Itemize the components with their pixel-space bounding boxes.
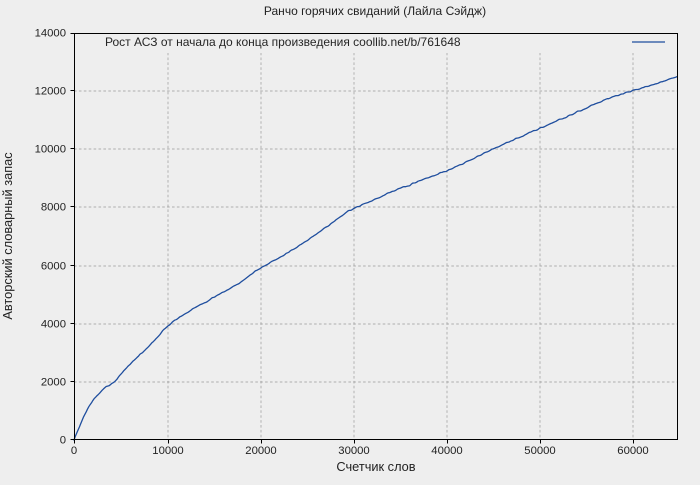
svg-text:4000: 4000 [41,319,66,331]
svg-text:30000: 30000 [338,445,369,457]
svg-text:20000: 20000 [245,445,276,457]
svg-text:14000: 14000 [35,28,66,40]
svg-text:Ранчо горячих свиданий (Лайла: Ранчо горячих свиданий (Лайла Сэйдж) [264,4,486,18]
svg-text:Счетчик слов: Счетчик слов [336,459,415,474]
svg-text:10000: 10000 [35,144,66,156]
svg-text:12000: 12000 [35,86,66,98]
svg-text:Рост АСЗ от начала до конца пр: Рост АСЗ от начала до конца произведения… [105,35,461,49]
svg-text:40000: 40000 [431,445,462,457]
svg-text:6000: 6000 [41,261,66,273]
svg-text:10000: 10000 [152,445,183,457]
svg-text:8000: 8000 [41,202,66,214]
svg-text:0: 0 [71,445,77,457]
svg-text:2000: 2000 [41,377,66,389]
svg-text:Авторский словарный запас: Авторский словарный запас [0,152,15,320]
svg-text:0: 0 [60,435,66,447]
svg-text:60000: 60000 [617,445,648,457]
svg-text:50000: 50000 [524,445,555,457]
